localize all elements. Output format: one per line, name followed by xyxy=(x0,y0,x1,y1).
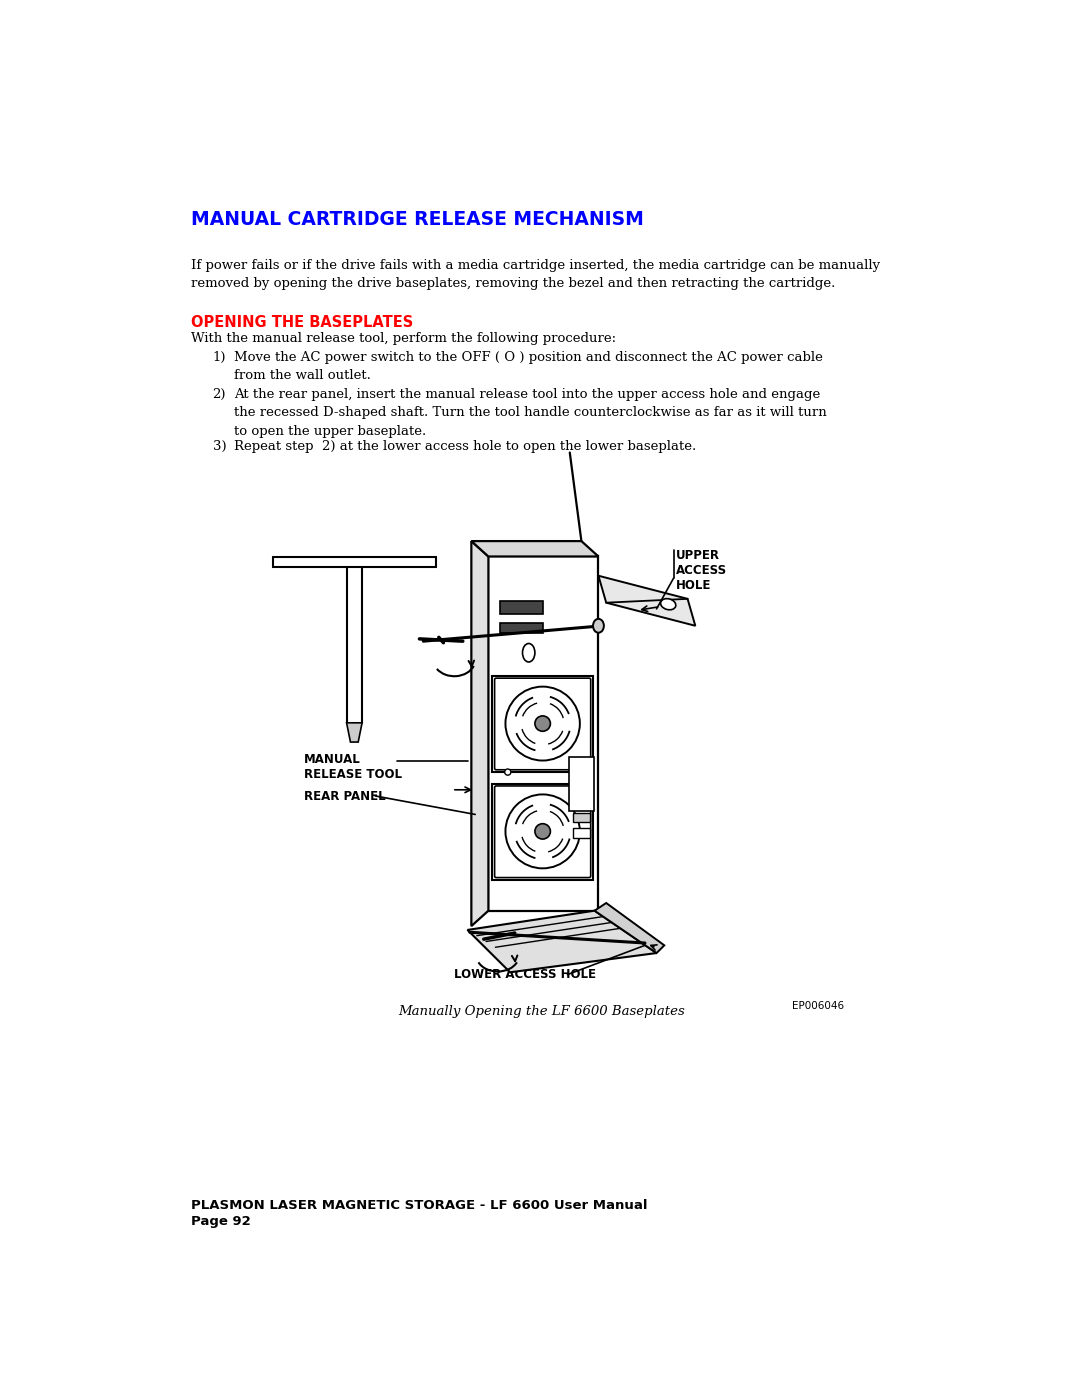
Text: 1): 1) xyxy=(213,351,226,363)
Circle shape xyxy=(504,768,511,775)
Polygon shape xyxy=(468,911,657,972)
Bar xyxy=(492,784,593,880)
Polygon shape xyxy=(471,541,488,926)
Ellipse shape xyxy=(661,599,676,610)
Text: Manually Opening the LF 6600 Baseplates: Manually Opening the LF 6600 Baseplates xyxy=(399,1004,685,1017)
Circle shape xyxy=(535,824,551,840)
Text: MANUAL
RELEASE TOOL: MANUAL RELEASE TOOL xyxy=(303,753,402,781)
Text: PLASMON LASER MAGNETIC STORAGE - LF 6600 User Manual: PLASMON LASER MAGNETIC STORAGE - LF 6600… xyxy=(191,1200,647,1213)
Text: EP006046: EP006046 xyxy=(793,1000,845,1011)
Text: REAR PANEL: REAR PANEL xyxy=(303,789,386,803)
Polygon shape xyxy=(488,556,598,911)
Text: Move the AC power switch to the OFF ( O ) position and disconnect the AC power c: Move the AC power switch to the OFF ( O … xyxy=(234,351,823,383)
Bar xyxy=(500,601,542,615)
Text: 3): 3) xyxy=(213,440,226,453)
Bar xyxy=(572,828,590,838)
Polygon shape xyxy=(598,576,696,626)
Text: 2): 2) xyxy=(213,388,226,401)
Bar xyxy=(572,813,590,823)
Circle shape xyxy=(535,715,551,731)
Polygon shape xyxy=(347,722,362,742)
Text: MANUAL CARTRIDGE RELEASE MECHANISM: MANUAL CARTRIDGE RELEASE MECHANISM xyxy=(191,210,644,229)
Text: OPENING THE BASEPLATES: OPENING THE BASEPLATES xyxy=(191,316,413,331)
Text: With the manual release tool, perform the following procedure:: With the manual release tool, perform th… xyxy=(191,331,616,345)
Polygon shape xyxy=(595,902,664,953)
Bar xyxy=(500,623,542,633)
Text: If power fails or if the drive fails with a media cartridge inserted, the media : If power fails or if the drive fails wit… xyxy=(191,258,880,291)
FancyBboxPatch shape xyxy=(495,678,591,770)
Text: Page 92: Page 92 xyxy=(191,1215,251,1228)
Text: UPPER
ACCESS
HOLE: UPPER ACCESS HOLE xyxy=(676,549,727,592)
Text: Repeat step  2) at the lower access hole to open the lower baseplate.: Repeat step 2) at the lower access hole … xyxy=(234,440,697,453)
FancyBboxPatch shape xyxy=(495,787,591,877)
Text: LOWER ACCESS HOLE: LOWER ACCESS HOLE xyxy=(455,968,596,982)
Text: At the rear panel, insert the manual release tool into the upper access hole and: At the rear panel, insert the manual rel… xyxy=(234,388,827,437)
Circle shape xyxy=(505,686,580,760)
Circle shape xyxy=(505,795,580,869)
Bar xyxy=(492,676,593,773)
Ellipse shape xyxy=(593,619,604,633)
Polygon shape xyxy=(471,541,598,556)
Ellipse shape xyxy=(523,644,535,662)
Bar xyxy=(569,757,594,810)
